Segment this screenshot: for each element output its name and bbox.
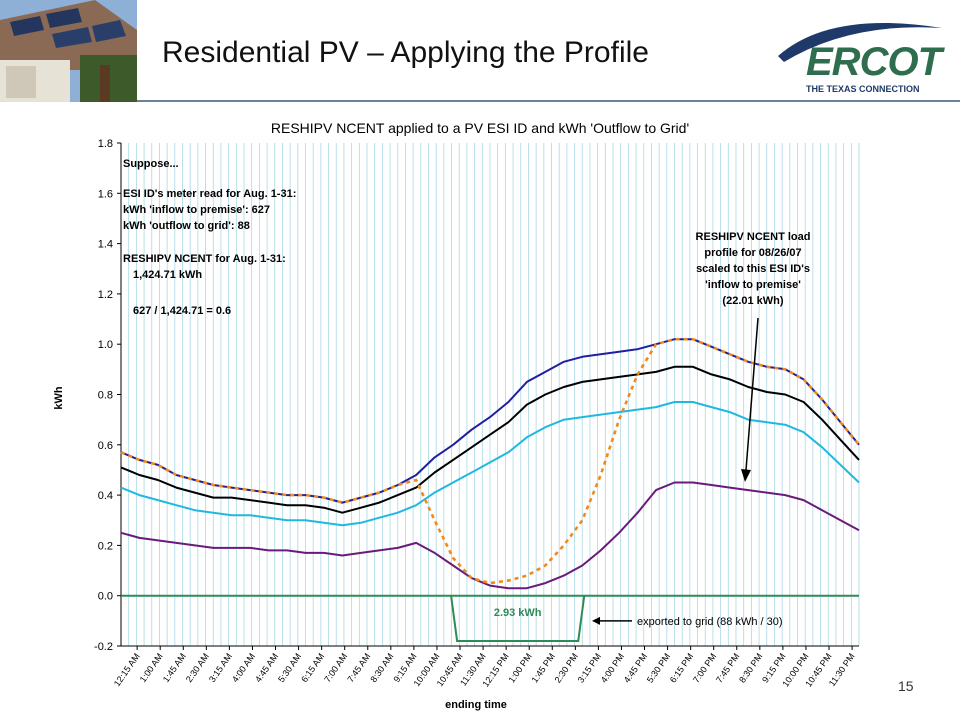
- y-tick-label: 0.8: [98, 390, 113, 402]
- solar-house-photo: [0, 0, 137, 102]
- exported-arrowhead: [592, 616, 600, 625]
- suppose-line: Suppose...: [123, 158, 179, 170]
- ercot-logo: [778, 22, 942, 62]
- chart-title: RESHIPV NCENT applied to a PV ESI ID and…: [271, 120, 689, 136]
- callout-arrowhead: [741, 469, 751, 482]
- callout-arrow: [745, 317, 759, 471]
- suppose-line: kWh 'outflow to grid': 88: [123, 220, 250, 232]
- y-tick-label: 1.4: [98, 239, 113, 251]
- series-group: [120, 337, 861, 642]
- x-tick-label: 12:15 AM: [112, 651, 142, 688]
- export-kwh-label: 2.93 kWh: [494, 607, 542, 619]
- suppose-line: 627 / 1,424.71 = 0.6: [133, 305, 231, 317]
- y-tick-label: 0.0: [98, 591, 113, 603]
- y-tick-label: 1.6: [98, 188, 113, 200]
- vertical-gridlines: [120, 143, 860, 646]
- series-line-5: [120, 337, 861, 585]
- y-tick-label: 1.8: [98, 138, 113, 150]
- y-tick-label: 0.4: [98, 490, 113, 502]
- suppose-line: RESHIPV NCENT for Aug. 1-31:: [123, 253, 286, 265]
- exported-label: exported to grid (88 kWh / 30): [637, 616, 783, 628]
- suppose-line: ESI ID's meter read for Aug. 1-31:: [123, 188, 296, 200]
- callout-line: (22.01 kWh): [722, 295, 783, 307]
- suppose-line: 1,424.71 kWh: [133, 269, 202, 281]
- y-tick-label: 0.6: [98, 440, 113, 452]
- y-axis: 1.8 1.6 1.4 1.2 1.0 0.8 0.6 0.4 0.2 0.0 -0.2: [94, 138, 122, 653]
- series-line-2: [120, 365, 860, 514]
- y-tick-label: -0.2: [94, 641, 113, 653]
- title-divider: [137, 100, 960, 102]
- callout-line: RESHIPV NCENT load: [696, 231, 811, 243]
- callout-line: scaled to this ESI ID's: [696, 263, 810, 275]
- callout-line: 'inflow to premise': [705, 279, 801, 291]
- y-tick-label: 0.2: [98, 540, 113, 552]
- y-tick-label: 1.2: [98, 289, 113, 301]
- logo-wordmark: ERCOT: [806, 40, 942, 84]
- annotations: 2.93 kWh exported to grid (88 kWh / 30) Su…: [123, 158, 810, 628]
- x-axis-label: ending time: [445, 699, 507, 711]
- slide-title: Residential PV – Applying the Profile: [162, 36, 649, 69]
- callout-line: profile for 08/26/07: [704, 247, 801, 259]
- page-number: 15: [898, 678, 914, 694]
- y-axis-label: kWh: [53, 386, 65, 410]
- suppose-line: kWh 'inflow to premise': 627: [123, 204, 270, 216]
- y-tick-label: 1.0: [98, 339, 113, 351]
- logo-tagline: THE TEXAS CONNECTION: [806, 84, 920, 94]
- export-box: [450, 595, 586, 642]
- series-line-4: [120, 481, 860, 590]
- series-line-3: [120, 401, 860, 527]
